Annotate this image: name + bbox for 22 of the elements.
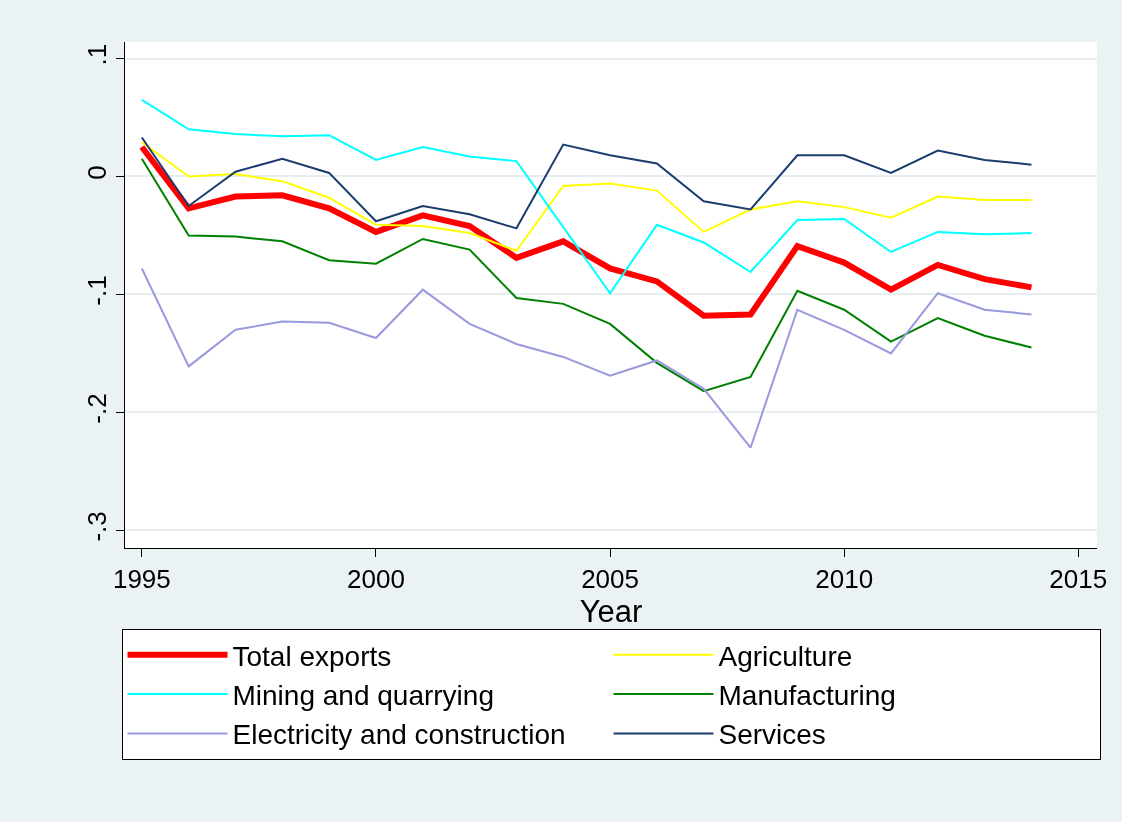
legend-label: Total exports bbox=[232, 640, 392, 672]
x-axis-title: Year bbox=[579, 594, 643, 630]
line-series bbox=[140, 136, 1033, 230]
y-tick-label: 0 bbox=[81, 165, 112, 180]
legend-label: Mining and quarrying bbox=[232, 679, 494, 711]
line-series bbox=[140, 157, 1033, 393]
legend-label: Manufacturing bbox=[718, 679, 896, 711]
y-tick-label: -.3 bbox=[81, 511, 112, 542]
legend-label: Agriculture bbox=[718, 640, 853, 672]
y-tick-label: -.2 bbox=[81, 393, 112, 424]
y-tick-label: .1 bbox=[81, 43, 112, 66]
line-series bbox=[140, 267, 1033, 449]
x-tick-label: 1995 bbox=[112, 564, 171, 595]
line-series bbox=[140, 98, 1033, 295]
x-tick-label: 2000 bbox=[347, 564, 405, 595]
x-tick-label: 2010 bbox=[815, 564, 874, 595]
y-tick-label: -.1 bbox=[81, 275, 112, 306]
line-series bbox=[140, 141, 1033, 252]
legend-label: Electricity and construction bbox=[232, 719, 566, 751]
legend-label: Services bbox=[718, 719, 826, 751]
x-tick-label: 2015 bbox=[1049, 564, 1108, 595]
x-tick-label: 2005 bbox=[581, 564, 639, 595]
